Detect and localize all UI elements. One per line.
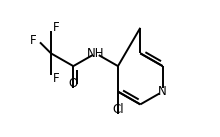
Text: NH: NH bbox=[87, 47, 104, 60]
Text: O: O bbox=[69, 77, 78, 90]
Text: F: F bbox=[53, 72, 59, 85]
Text: Cl: Cl bbox=[112, 103, 124, 116]
Text: N: N bbox=[158, 85, 167, 98]
Text: F: F bbox=[30, 34, 37, 47]
Text: F: F bbox=[53, 21, 59, 34]
